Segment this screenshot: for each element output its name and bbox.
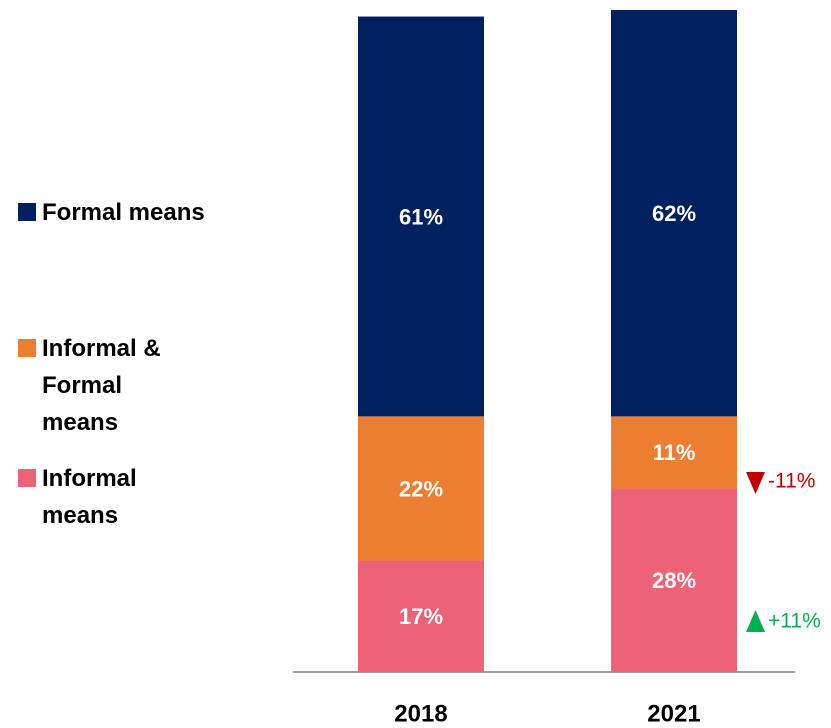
bar-segment [611, 416, 737, 489]
bar-segment [611, 10, 737, 417]
legend-swatch [18, 339, 36, 357]
value-label: 28% [652, 568, 696, 593]
legend-label: Formal means [42, 199, 205, 226]
legend-swatch [18, 203, 36, 221]
value-label: 61% [399, 204, 443, 229]
bar-segment [358, 16, 484, 417]
annotation: -11% [768, 470, 815, 493]
legend-item: Informal means [18, 460, 172, 534]
annotation: +11% [768, 610, 821, 633]
legend-item: Informal & Formal means [18, 330, 192, 441]
legend-label: Informal & Formal means [42, 335, 161, 436]
value-label: 11% [653, 440, 696, 465]
value-label: 22% [399, 476, 443, 501]
bar-segment [358, 416, 484, 561]
legend-item: Formal means [18, 194, 282, 231]
legend-label: Informal means [42, 465, 137, 529]
annotation-arrow [746, 610, 765, 632]
bar-segment [358, 560, 484, 672]
bar-segment [611, 488, 737, 672]
x-tick-label: 2018 [394, 700, 447, 727]
x-tick-label: 2021 [647, 700, 700, 727]
legend-swatch [18, 469, 36, 487]
annotation-arrow [746, 472, 765, 494]
value-label: 17% [399, 604, 443, 629]
value-label: 62% [652, 201, 696, 226]
